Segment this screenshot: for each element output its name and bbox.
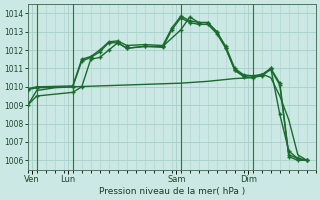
X-axis label: Pression niveau de la mer( hPa ): Pression niveau de la mer( hPa ) xyxy=(99,187,245,196)
